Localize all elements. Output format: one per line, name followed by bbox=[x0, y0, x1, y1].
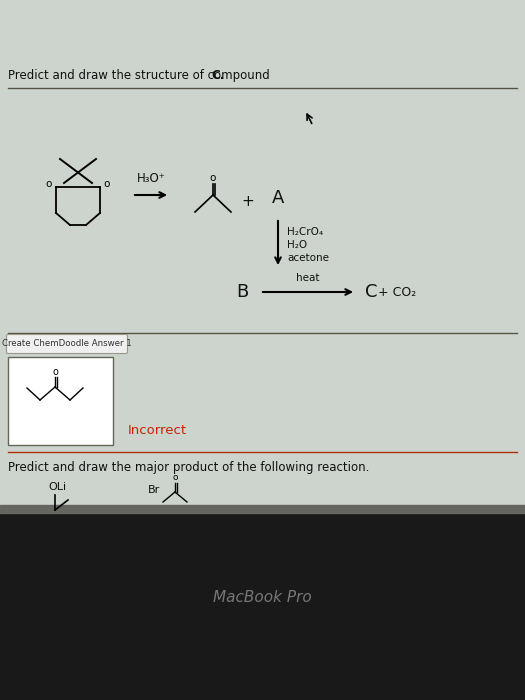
Text: Create ChemDoodle Answer 1: Create ChemDoodle Answer 1 bbox=[2, 340, 132, 349]
Text: H₂O: H₂O bbox=[287, 240, 307, 250]
Text: o: o bbox=[172, 473, 178, 482]
Text: o: o bbox=[210, 173, 216, 183]
Text: H₂CrO₄: H₂CrO₄ bbox=[287, 227, 323, 237]
Bar bbox=[0, 505, 525, 513]
Text: o: o bbox=[46, 179, 52, 189]
Text: o: o bbox=[52, 367, 58, 377]
Text: MacBook Pro: MacBook Pro bbox=[213, 591, 311, 606]
Bar bbox=[8, 357, 113, 445]
Text: C.: C. bbox=[211, 69, 224, 82]
Text: B: B bbox=[236, 283, 248, 301]
Text: OLi: OLi bbox=[48, 482, 66, 492]
Text: C: C bbox=[365, 283, 377, 301]
Text: o: o bbox=[104, 179, 110, 189]
Text: +: + bbox=[242, 195, 255, 209]
Text: + CO₂: + CO₂ bbox=[378, 286, 416, 298]
Text: acetone: acetone bbox=[287, 253, 329, 263]
Text: A: A bbox=[272, 189, 284, 207]
Text: Predict and draw the structure of compound: Predict and draw the structure of compou… bbox=[8, 69, 274, 82]
Bar bbox=[0, 510, 525, 700]
Text: Br: Br bbox=[148, 485, 160, 495]
Text: Predict and draw the major product of the following reaction.: Predict and draw the major product of th… bbox=[8, 461, 370, 474]
Text: heat: heat bbox=[296, 273, 320, 283]
FancyBboxPatch shape bbox=[6, 335, 128, 354]
Text: H₃O⁺: H₃O⁺ bbox=[136, 172, 165, 185]
Text: Incorrect: Incorrect bbox=[128, 424, 187, 437]
